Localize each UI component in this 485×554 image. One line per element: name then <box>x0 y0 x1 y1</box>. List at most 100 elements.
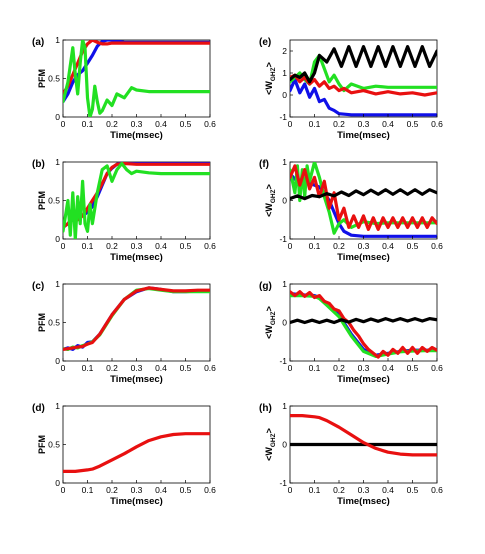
series-red-line <box>290 164 437 231</box>
y-tick-label: 0 <box>55 112 60 122</box>
y-tick-label: 1 <box>55 401 60 411</box>
x-tick-label: 0.5 <box>180 241 192 251</box>
x-tick-label: 0 <box>288 363 293 373</box>
x-tick-label: 0.5 <box>407 363 419 373</box>
series-green-line <box>63 162 210 239</box>
x-tick-label: 0.2 <box>106 241 118 251</box>
x-tick-label: 0.3 <box>131 363 143 373</box>
y-axis-label: PFM <box>37 313 47 332</box>
panel-f: 0 0.1 0.2 0.3 0.4 0.5 0.6-101Time(msec)(f)<WGH… <box>259 157 443 263</box>
x-tick-label: 0.1 <box>309 485 321 495</box>
x-tick-label: 0.6 <box>431 241 443 251</box>
x-tick-label: 0.2 <box>333 241 345 251</box>
x-tick-label: 0.1 <box>309 241 321 251</box>
x-tick-label: 0.1 <box>309 363 321 373</box>
y-axis-label: PFM <box>37 69 47 88</box>
y-tick-label: 0.5 <box>48 440 60 450</box>
panel-label: (a) <box>32 37 44 48</box>
y-tick-label: 0.5 <box>48 74 60 84</box>
axes-box <box>62 283 211 362</box>
y-tick-label: 0 <box>282 440 287 450</box>
panel-label: (e) <box>259 37 271 48</box>
x-tick-label: 0 <box>61 119 66 129</box>
x-tick-label: 0.4 <box>382 485 394 495</box>
series-red-line <box>290 290 437 359</box>
series-black-line <box>290 317 437 325</box>
y-tick-label: -1 <box>279 356 287 366</box>
y-tick-label: 0 <box>282 90 287 100</box>
y-tick-label: -1 <box>279 478 287 488</box>
x-tick-label: 0 <box>61 485 66 495</box>
y-tick-label: 2 <box>282 46 287 56</box>
plot-area <box>290 45 437 117</box>
x-tick-label: 0.3 <box>358 485 370 495</box>
y-tick-label: -1 <box>279 234 287 244</box>
x-tick-label: 0.3 <box>131 119 143 129</box>
panel-label: (b) <box>32 159 45 170</box>
y-tick-label: 0.5 <box>48 196 60 206</box>
y-axis-label: <WGHZ> <box>264 62 277 95</box>
x-tick-label: 0.5 <box>407 241 419 251</box>
series-red-line <box>63 286 210 351</box>
x-axis-label: Time(msec) <box>337 130 390 141</box>
x-tick-label: 0 <box>288 119 293 129</box>
x-tick-label: 0.2 <box>106 119 118 129</box>
y-tick-label: 1 <box>55 157 60 167</box>
x-tick-label: 0.4 <box>155 363 167 373</box>
x-axis-label: Time(msec) <box>110 374 163 385</box>
y-axis-label: PFM <box>37 435 47 454</box>
x-tick-label: 0.5 <box>180 363 192 373</box>
x-tick-label: 0.5 <box>407 485 419 495</box>
plot-area <box>290 414 437 457</box>
x-tick-label: 0.3 <box>358 363 370 373</box>
y-tick-label: 0 <box>55 356 60 366</box>
y-axis-label: <WGHZ> <box>264 428 277 461</box>
series-red-line <box>290 73 437 97</box>
panel-a: 0 0.1 0.2 0.3 0.4 0.5 0.6 0 0.5 1 Time(msec) (a) PFM <box>32 35 216 141</box>
x-tick-label: 0.4 <box>382 363 394 373</box>
series-blue-line <box>290 78 437 117</box>
x-tick-label: 0.6 <box>431 485 443 495</box>
x-tick-label: 0.3 <box>358 119 370 129</box>
plot-area <box>290 290 437 359</box>
x-tick-label: 0.1 <box>82 363 94 373</box>
x-tick-label: 0.4 <box>155 485 167 495</box>
x-tick-label: 0.6 <box>204 119 216 129</box>
x-tick-label: 0.2 <box>333 363 345 373</box>
x-tick-label: 0.2 <box>333 485 345 495</box>
x-axis-label: Time(msec) <box>110 252 163 263</box>
series-black-line <box>290 188 437 201</box>
x-axis-label: Time(msec) <box>110 496 163 507</box>
y-tick-label: 0 <box>55 478 60 488</box>
y-tick-label: 1 <box>55 279 60 289</box>
panel-c: 0 0.1 0.2 0.3 0.4 0.5 0.6 0 0.5 1 Time(msec) (c) PFM <box>32 279 216 385</box>
panel-b: 0 0.1 0.2 0.3 0.4 0.5 0.6 0 0.5 1 Time(msec) (b) PFM <box>32 157 216 263</box>
x-tick-label: 0.4 <box>382 241 394 251</box>
series-green-line <box>63 40 210 117</box>
x-tick-label: 0.6 <box>431 363 443 373</box>
panel-g: 0 0.1 0.2 0.3 0.4 0.5 0.6-101Time(msec)(g)<WGH… <box>259 279 443 385</box>
x-tick-label: 0.1 <box>82 119 94 129</box>
series-red-line <box>290 414 437 457</box>
panel-d: 0 0.1 0.2 0.3 0.4 0.5 0.6 0 0.5 1 Time(msec) (d) PFM <box>32 401 216 507</box>
x-tick-label: 0.2 <box>106 485 118 495</box>
series-red-line <box>63 432 210 473</box>
y-axis-label: PFM <box>37 191 47 210</box>
y-tick-label: -1 <box>279 112 287 122</box>
x-axis-label: Time(msec) <box>337 252 390 263</box>
panel-label: (g) <box>259 281 272 292</box>
x-tick-label: 0.6 <box>204 363 216 373</box>
x-tick-label: 0.5 <box>180 485 192 495</box>
x-tick-label: 0.2 <box>106 363 118 373</box>
plot-area <box>63 162 210 239</box>
x-tick-label: 0.3 <box>358 241 370 251</box>
y-axis-label: <WGHZ> <box>264 306 277 339</box>
x-tick-label: 0.4 <box>155 119 167 129</box>
y-tick-label: 1 <box>282 279 287 289</box>
x-tick-label: 0.3 <box>131 241 143 251</box>
x-tick-label: 0.1 <box>82 241 94 251</box>
x-tick-label: 0.1 <box>309 119 321 129</box>
x-tick-label: 0.6 <box>204 241 216 251</box>
x-tick-label: 0.4 <box>382 119 394 129</box>
